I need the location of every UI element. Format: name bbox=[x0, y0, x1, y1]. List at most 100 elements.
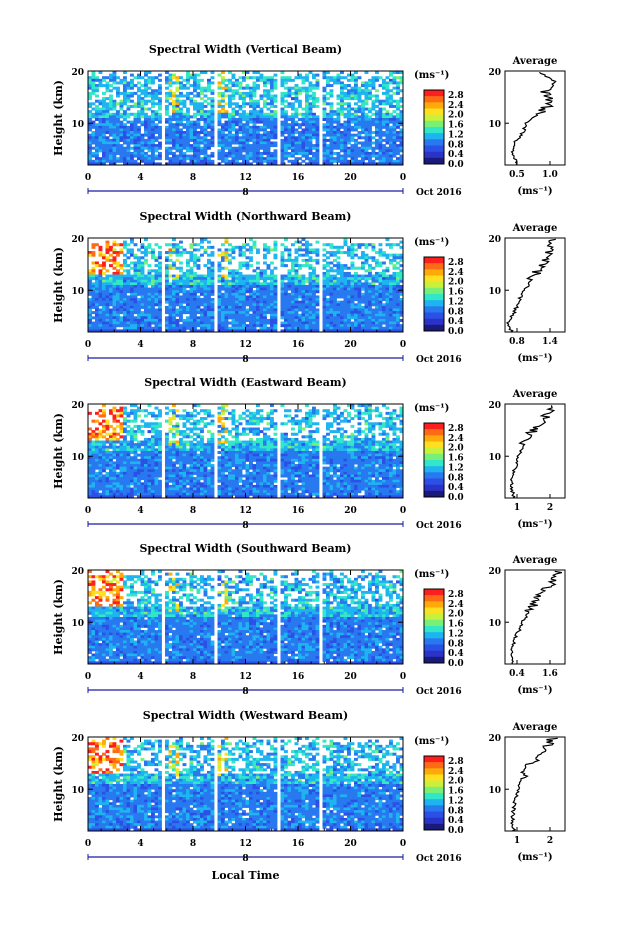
heatmap-cell bbox=[266, 78, 271, 82]
heatmap-cell bbox=[228, 144, 232, 148]
heatmap-cell bbox=[123, 118, 127, 122]
heatmap-cell bbox=[385, 86, 390, 90]
heatmap-cell bbox=[392, 120, 397, 124]
heatmap-cell bbox=[298, 138, 302, 142]
heatmap-cell bbox=[151, 94, 155, 98]
heatmap-cell bbox=[165, 78, 169, 82]
heatmap-cell bbox=[105, 308, 110, 312]
colorbar-label: 2.4 bbox=[448, 101, 464, 111]
heatmap-cell bbox=[280, 133, 285, 137]
heatmap-cell bbox=[228, 303, 232, 307]
heatmap-cell bbox=[350, 277, 355, 281]
heatmap-cell bbox=[133, 146, 138, 150]
heatmap-cell bbox=[375, 287, 379, 291]
heatmap-cell bbox=[242, 149, 246, 153]
heatmap-cell bbox=[280, 290, 285, 294]
heatmap-cell bbox=[88, 318, 92, 322]
heatmap-cell bbox=[375, 261, 379, 265]
heatmap-cell bbox=[151, 411, 155, 415]
heatmap-cell bbox=[126, 321, 131, 325]
heatmap-cell bbox=[193, 303, 197, 307]
heatmap-cell bbox=[256, 136, 260, 140]
heatmap-cell bbox=[200, 316, 204, 320]
heatmap-cell bbox=[378, 298, 383, 302]
heatmap-cell bbox=[224, 136, 229, 140]
heatmap-cell bbox=[280, 251, 285, 255]
heatmap-cell bbox=[280, 146, 285, 150]
heatmap-cell bbox=[105, 292, 110, 296]
heatmap-cell bbox=[364, 316, 369, 320]
heatmap-cell bbox=[98, 84, 103, 88]
heatmap-cell bbox=[196, 133, 201, 137]
heatmap-cell bbox=[95, 326, 99, 330]
heatmap-cell bbox=[294, 97, 299, 101]
heatmap-cell bbox=[221, 107, 225, 111]
heatmap-cell bbox=[242, 308, 246, 312]
heatmap-cell bbox=[144, 303, 148, 307]
heatmap-cell bbox=[378, 162, 383, 166]
heatmap-cell bbox=[294, 138, 299, 142]
heatmap-cell bbox=[133, 243, 138, 247]
heatmap-cell bbox=[263, 141, 267, 145]
heatmap-cell bbox=[182, 154, 187, 158]
heatmap-cell bbox=[284, 118, 288, 122]
heatmap-cell bbox=[224, 324, 229, 328]
average-x-tick-label: 0.8 bbox=[509, 337, 525, 347]
heatmap-cell bbox=[340, 290, 344, 294]
heatmap-cell bbox=[137, 136, 141, 140]
heatmap-cell bbox=[354, 84, 358, 88]
heatmap-cell bbox=[137, 258, 141, 262]
heatmap-cell bbox=[165, 243, 169, 247]
heatmap-cell bbox=[158, 326, 162, 330]
heatmap-cell bbox=[245, 71, 250, 75]
heatmap-cell bbox=[350, 136, 355, 140]
heatmap-cell bbox=[340, 136, 344, 140]
heatmap-cell bbox=[245, 243, 250, 247]
heatmap-cell bbox=[343, 136, 348, 140]
heatmap-cell bbox=[305, 292, 309, 296]
heatmap-cell bbox=[270, 115, 274, 119]
heatmap-cell bbox=[256, 409, 260, 413]
heatmap-cell bbox=[112, 123, 117, 127]
heatmap-cell bbox=[354, 91, 358, 95]
heatmap-cell bbox=[322, 305, 327, 309]
heatmap-cell bbox=[175, 120, 180, 124]
heatmap-cell bbox=[88, 157, 92, 161]
heatmap-cell bbox=[287, 329, 292, 333]
heatmap-cell bbox=[343, 271, 348, 275]
heatmap-cells bbox=[88, 71, 404, 166]
heatmap-cell bbox=[207, 112, 211, 116]
heatmap-cell bbox=[221, 406, 225, 410]
heatmap-cell bbox=[221, 311, 225, 315]
heatmap-cell bbox=[249, 256, 253, 260]
heatmap-cell bbox=[252, 279, 257, 283]
heatmap-cell bbox=[172, 411, 176, 415]
heatmap-cell bbox=[298, 266, 302, 270]
heatmap-cell bbox=[102, 78, 106, 82]
heatmap-cell bbox=[144, 151, 148, 155]
heatmap-cell bbox=[301, 300, 306, 304]
heatmap-cell bbox=[385, 274, 390, 278]
colorbar-swatch bbox=[424, 120, 444, 128]
heatmap-cell bbox=[147, 91, 152, 95]
heatmap-cell bbox=[263, 261, 267, 265]
heatmap-cell bbox=[242, 300, 246, 304]
heatmap-cell bbox=[133, 295, 138, 299]
heatmap-cell bbox=[389, 316, 393, 320]
heatmap-cell bbox=[186, 125, 190, 129]
heatmap-cell bbox=[119, 243, 124, 247]
heatmap-cell bbox=[378, 313, 383, 317]
heatmap-cell bbox=[294, 91, 299, 95]
heatmap-cell bbox=[140, 282, 145, 286]
heatmap-cell bbox=[270, 118, 274, 122]
heatmap-cell bbox=[294, 159, 299, 163]
heatmap-cell bbox=[224, 295, 229, 299]
heatmap-cell bbox=[252, 240, 257, 244]
heatmap-cell bbox=[375, 313, 379, 317]
heatmap-cell bbox=[315, 313, 320, 317]
heatmap-cell bbox=[242, 146, 246, 150]
heatmap-cell bbox=[224, 285, 229, 289]
heatmap-cell bbox=[242, 123, 246, 127]
heatmap-cell bbox=[95, 162, 99, 166]
heatmap-cell bbox=[294, 274, 299, 278]
